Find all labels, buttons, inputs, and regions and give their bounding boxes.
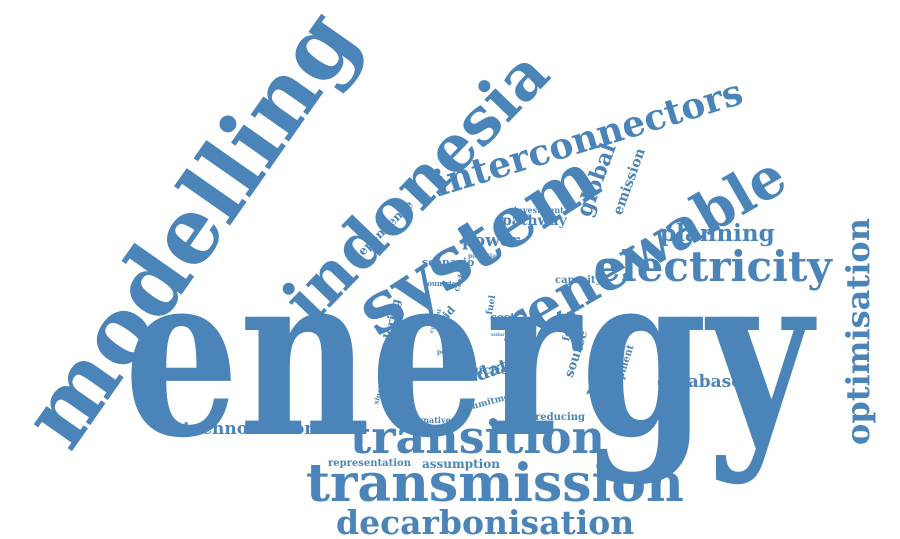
word-potential: potential — [468, 253, 499, 260]
word-energy: energy — [124, 223, 813, 488]
word-reduction: reduction — [452, 363, 518, 377]
word-cost: cost — [490, 311, 516, 324]
word-investment: investment — [514, 205, 564, 215]
word-assumption: assumption — [422, 457, 500, 471]
word-transmission: transmission — [306, 453, 684, 514]
word-database: database — [657, 372, 743, 392]
word-capacity: capacity — [555, 275, 602, 286]
word-optimisation: optimisation — [839, 218, 877, 445]
word-reducing: reducing — [535, 412, 586, 423]
word-alternative: alternative — [402, 415, 451, 425]
word-technoeconomic: technoeconomic — [183, 419, 340, 439]
word-scenario: scenario — [422, 256, 475, 269]
word-electricity: electricity — [594, 242, 832, 291]
word-policies: policies — [437, 349, 463, 356]
word-decarbonisation: decarbonisation — [336, 503, 635, 539]
word-countrie: countrie — [423, 279, 457, 288]
word-representation: representation — [328, 458, 411, 469]
word-term: term — [445, 333, 462, 340]
word-pathway: pathway — [502, 213, 567, 229]
word-road: road — [492, 325, 505, 331]
word-power: power — [462, 231, 520, 251]
word-planning: planning — [660, 220, 775, 247]
word-transition: transition — [350, 410, 605, 464]
word-solar: solar — [491, 332, 505, 338]
